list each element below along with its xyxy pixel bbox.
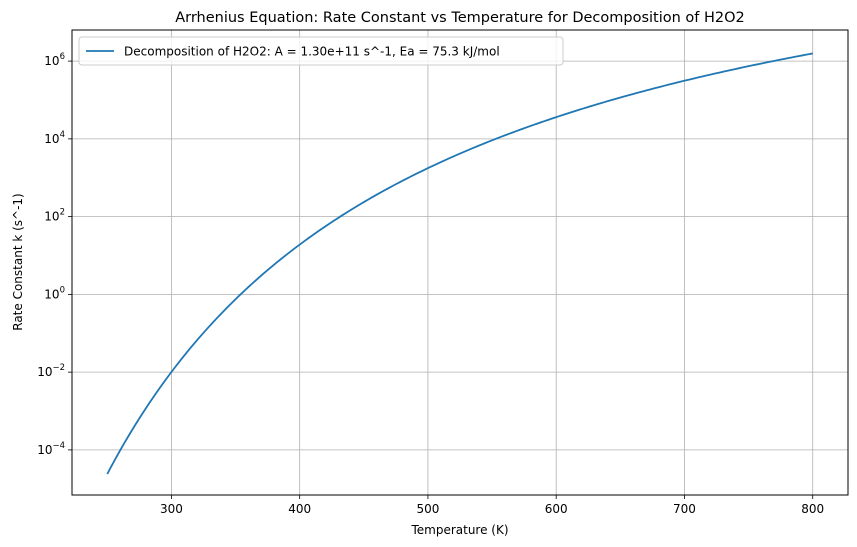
y-tick-label: 104 — [44, 130, 65, 146]
y-tick-label: 100 — [44, 285, 65, 301]
rate-constant-curve — [106, 52, 813, 475]
y-tick-label: 102 — [44, 208, 65, 224]
y-tick-label: 10−2 — [37, 363, 65, 379]
x-axis-label: Temperature (K) — [410, 523, 508, 537]
x-tick-label: 800 — [801, 502, 824, 516]
x-tick-label: 500 — [416, 502, 439, 516]
y-tick-label: 10−4 — [37, 441, 65, 457]
grid-lines — [72, 30, 848, 495]
chart-title: Arrhenius Equation: Rate Constant vs Tem… — [175, 10, 745, 26]
axes-frame — [71, 29, 849, 496]
legend: Decomposition of H2O2: A = 1.30e+11 s^-1… — [78, 36, 564, 66]
y-axis-label: Rate Constant k (s^-1) — [11, 193, 25, 331]
legend-label: Decomposition of H2O2: A = 1.30e+11 s^-1… — [124, 45, 500, 59]
legend-box — [78, 36, 564, 66]
x-tick-label: 300 — [160, 502, 183, 516]
y-axis-ticks: 10−4 10−2 100 102 104 106 — [37, 52, 72, 457]
y-tick-label: 106 — [44, 52, 65, 68]
x-tick-label: 700 — [673, 502, 696, 516]
x-tick-label: 400 — [288, 502, 311, 516]
x-axis-ticks: 300 400 500 600 700 800 — [160, 495, 824, 516]
plot-area — [106, 52, 813, 475]
x-tick-label: 600 — [545, 502, 568, 516]
